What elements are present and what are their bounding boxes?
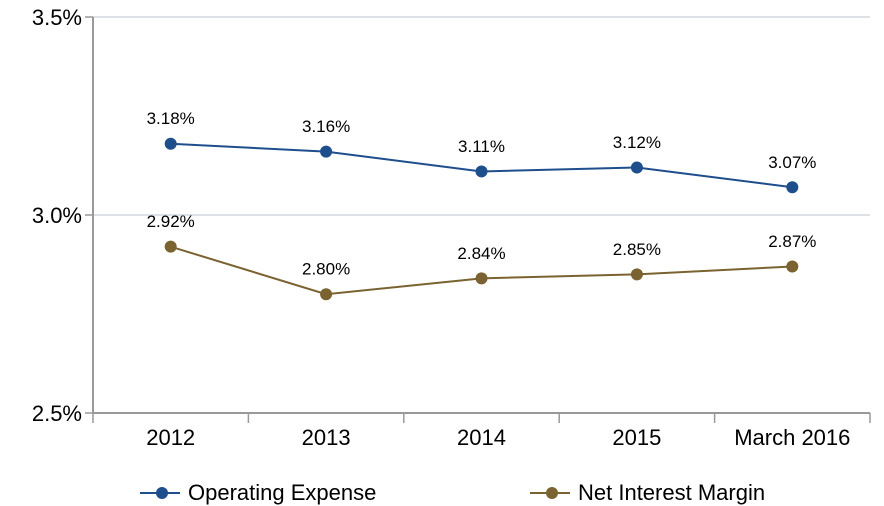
legend-marker <box>156 487 168 499</box>
data-point <box>164 137 177 150</box>
x-tick-label: 2013 <box>302 425 351 450</box>
data-label: 2.87% <box>768 232 816 251</box>
x-tick-label: 2012 <box>146 425 195 450</box>
data-point <box>630 161 643 174</box>
data-label: 3.18% <box>147 109 195 128</box>
x-tick-label: March 2016 <box>734 425 850 450</box>
legend-label: Operating Expense <box>188 480 376 505</box>
data-point <box>164 240 177 253</box>
data-label: 2.80% <box>302 260 350 279</box>
data-point <box>320 145 333 158</box>
legend-label: Net Interest Margin <box>578 480 765 505</box>
data-point <box>630 268 643 281</box>
data-label: 3.12% <box>613 133 661 152</box>
data-point <box>786 260 799 273</box>
y-tick-label: 3.0% <box>32 203 82 228</box>
data-point <box>320 288 333 301</box>
data-label: 2.85% <box>613 240 661 259</box>
y-tick-label: 3.5% <box>32 5 82 30</box>
data-label: 3.07% <box>768 153 816 172</box>
y-tick-label: 2.5% <box>32 401 82 426</box>
data-label: 2.92% <box>147 212 195 231</box>
data-point <box>475 165 488 178</box>
data-label: 2.84% <box>457 244 505 263</box>
x-tick-label: 2014 <box>457 425 506 450</box>
data-point <box>475 272 488 285</box>
data-point <box>786 181 799 194</box>
x-tick-label: 2015 <box>612 425 661 450</box>
legend-marker <box>546 487 558 499</box>
data-label: 3.11% <box>458 137 505 156</box>
data-label: 3.16% <box>302 117 350 136</box>
